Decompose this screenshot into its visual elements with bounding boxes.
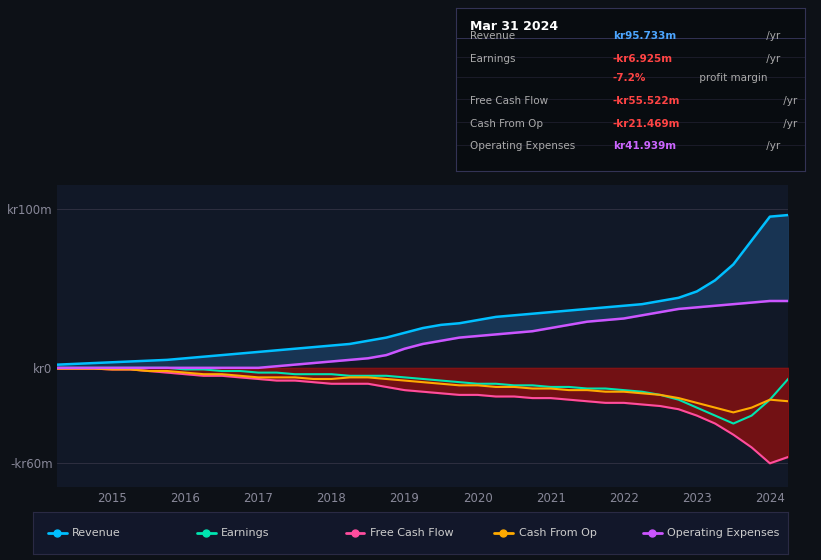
Text: -kr55.522m: -kr55.522m (612, 96, 680, 106)
Text: /yr: /yr (764, 141, 781, 151)
Text: -kr21.469m: -kr21.469m (612, 119, 680, 129)
Text: /yr: /yr (764, 54, 781, 64)
Text: /yr: /yr (780, 119, 797, 129)
Text: Free Cash Flow: Free Cash Flow (369, 529, 453, 538)
Text: profit margin: profit margin (696, 73, 768, 83)
Text: Free Cash Flow: Free Cash Flow (470, 96, 548, 106)
Text: /yr: /yr (780, 96, 797, 106)
Text: -7.2%: -7.2% (612, 73, 646, 83)
Text: Earnings: Earnings (221, 529, 269, 538)
Text: Earnings: Earnings (470, 54, 515, 64)
Text: Cash From Op: Cash From Op (470, 119, 543, 129)
Text: Operating Expenses: Operating Expenses (470, 141, 575, 151)
Text: kr95.733m: kr95.733m (612, 31, 676, 41)
Text: Mar 31 2024: Mar 31 2024 (470, 20, 557, 33)
Text: Revenue: Revenue (470, 31, 515, 41)
Text: /yr: /yr (764, 31, 781, 41)
Text: kr41.939m: kr41.939m (612, 141, 676, 151)
Text: -kr6.925m: -kr6.925m (612, 54, 672, 64)
Text: Revenue: Revenue (72, 529, 121, 538)
Text: Operating Expenses: Operating Expenses (667, 529, 780, 538)
Text: Cash From Op: Cash From Op (519, 529, 596, 538)
